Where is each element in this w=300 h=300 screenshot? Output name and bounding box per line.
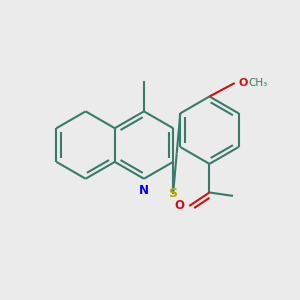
- Text: CH₃: CH₃: [249, 78, 268, 88]
- Text: S: S: [169, 188, 178, 200]
- Text: N: N: [139, 184, 149, 197]
- Text: O: O: [174, 200, 184, 212]
- Text: O: O: [239, 78, 248, 88]
